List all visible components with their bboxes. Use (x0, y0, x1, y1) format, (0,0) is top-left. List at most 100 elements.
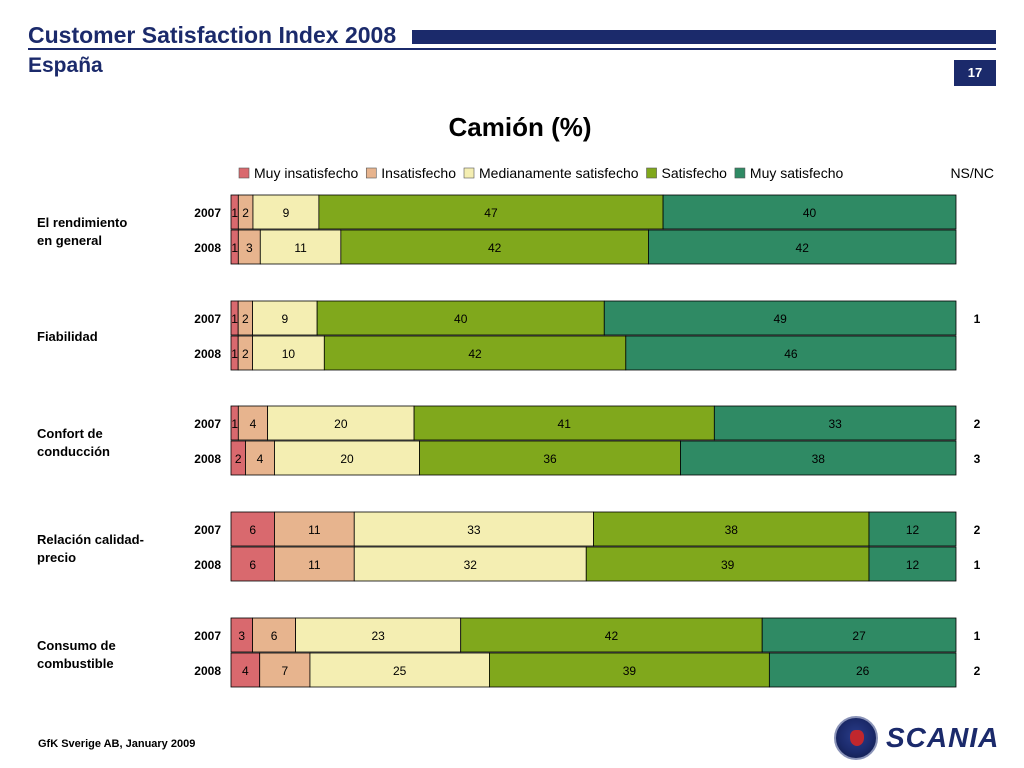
bar-value-label: 4 (250, 417, 257, 431)
bar-segment (680, 440, 957, 476)
year-label: 2007 (194, 629, 221, 643)
bar-value-label: 12 (906, 523, 920, 537)
category-label: precio (37, 550, 76, 565)
bar-value-label: 49 (773, 312, 787, 326)
bar-value-label: 2 (242, 312, 249, 326)
bar-segment (252, 194, 320, 230)
bar-segment (318, 194, 664, 230)
bar-value-label: 1 (231, 241, 238, 255)
bar-value-label: 1 (231, 417, 238, 431)
bar-segment (585, 546, 870, 582)
bar-value-label: 11 (308, 558, 321, 572)
bar-segment (259, 229, 342, 265)
legend-swatch-1 (238, 167, 250, 179)
nsnc-value: 3 (974, 452, 981, 466)
bar-value-label: 39 (721, 558, 735, 572)
bar-value-label: 9 (283, 206, 290, 220)
category-label: conducción (37, 444, 110, 459)
bar-value-label: 2 (242, 206, 249, 220)
bar-value-label: 33 (828, 417, 842, 431)
category-label: en general (37, 233, 102, 248)
nsnc-value: 1 (974, 558, 981, 572)
bar-value-label: 32 (464, 558, 478, 572)
legend-label-2: Insatisfecho (381, 165, 456, 181)
bar-segment (316, 300, 605, 336)
bar-segment (353, 546, 587, 582)
bar-value-label: 40 (803, 206, 817, 220)
bar-value-label: 3 (238, 629, 245, 643)
bar-segment (252, 300, 318, 336)
bar-segment (768, 652, 957, 688)
bar-segment (267, 405, 415, 441)
bar-value-label: 41 (558, 417, 572, 431)
bar-value-label: 6 (249, 523, 256, 537)
year-label: 2008 (194, 241, 221, 255)
bar-value-label: 20 (340, 452, 354, 466)
bar-segment (489, 652, 770, 688)
bar-segment (237, 405, 269, 441)
year-label: 2008 (194, 664, 221, 678)
bar-segment (419, 440, 681, 476)
header-divider (28, 48, 996, 50)
bar-value-label: 10 (282, 347, 296, 361)
bar-segment (340, 229, 649, 265)
bar-value-label: 9 (281, 312, 288, 326)
bar-segment (761, 617, 957, 653)
year-label: 2007 (194, 417, 221, 431)
category-label: Relación calidad- (37, 532, 144, 547)
legend-label-3: Medianamente satisfecho (479, 165, 639, 181)
bar-value-label: 1 (231, 206, 238, 220)
bar-value-label: 11 (308, 523, 321, 537)
category-label: Consumo de (37, 638, 116, 653)
year-label: 2007 (194, 312, 221, 326)
bar-value-label: 39 (623, 664, 637, 678)
bar-segment (713, 405, 957, 441)
nsnc-value: 2 (974, 417, 981, 431)
bar-segment (259, 652, 311, 688)
bar-value-label: 40 (454, 312, 468, 326)
nsnc-value: 1 (974, 312, 981, 326)
bar-segment (309, 652, 490, 688)
bar-segment (868, 511, 957, 547)
bar-segment (252, 617, 297, 653)
nsnc-value: 2 (974, 664, 981, 678)
bar-value-label: 12 (906, 558, 920, 572)
bar-segment (230, 546, 275, 582)
scania-logo: SCANIA (834, 716, 1004, 762)
bar-value-label: 42 (796, 241, 810, 255)
category-label: Fiabilidad (37, 329, 98, 344)
bar-segment (648, 229, 957, 265)
bar-value-label: 7 (281, 664, 288, 678)
page-subtitle: España (28, 54, 103, 77)
bar-value-label: 36 (543, 452, 557, 466)
bar-value-label: 1 (231, 347, 238, 361)
bar-segment (603, 300, 957, 336)
bar-value-label: 42 (468, 347, 482, 361)
category-label: Confort de (37, 426, 103, 441)
category-label: combustible (37, 656, 114, 671)
bar-value-label: 38 (812, 452, 826, 466)
bar-value-label: 38 (725, 523, 739, 537)
bar-value-label: 4 (242, 664, 249, 678)
bar-value-label: 1 (231, 312, 238, 326)
year-label: 2008 (194, 558, 221, 572)
bar-value-label: 25 (393, 664, 407, 678)
bar-segment (460, 617, 763, 653)
bar-segment (662, 194, 957, 230)
legend-swatch-5 (734, 167, 746, 179)
bar-value-label: 27 (852, 629, 866, 643)
bar-value-label: 6 (271, 629, 278, 643)
griffin-emblem-icon (834, 716, 878, 760)
legend-swatch-4 (646, 167, 657, 179)
bar-segment (868, 546, 957, 582)
legend-label-5: Muy satisfecho (750, 165, 844, 181)
bar-value-label: 3 (246, 241, 253, 255)
bar-value-label: 20 (334, 417, 348, 431)
bar-segment (245, 440, 275, 476)
footer-source: GfK Sverige AB, January 2009 (38, 738, 196, 750)
legend-label-4: Satisfecho (662, 165, 728, 181)
bar-value-label: 42 (488, 241, 502, 255)
bar-segment (625, 335, 957, 371)
bar-value-label: 4 (257, 452, 264, 466)
